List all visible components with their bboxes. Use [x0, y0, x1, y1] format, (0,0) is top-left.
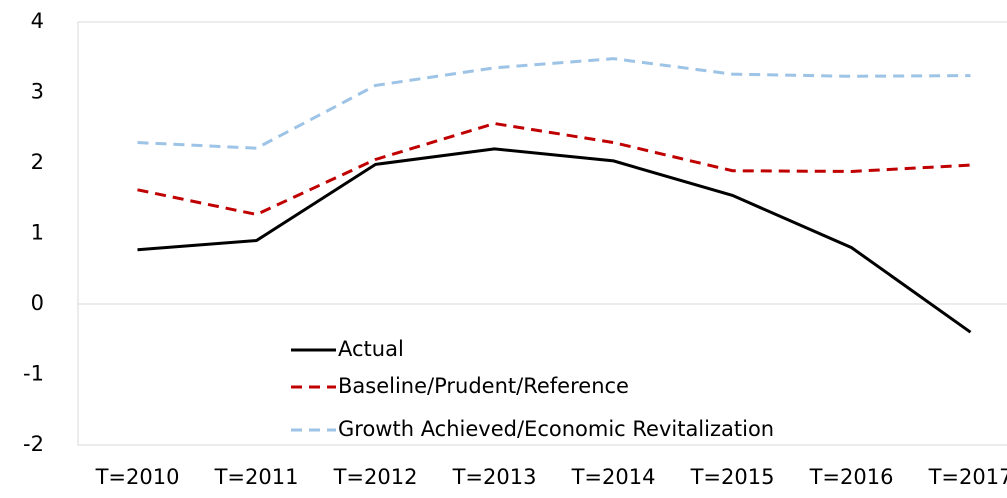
x-tick-label: T=2012 — [333, 465, 418, 489]
x-tick-label: T=2017 — [928, 465, 1007, 489]
x-tick-label: T=2016 — [809, 465, 894, 489]
y-tick-label: 3 — [31, 80, 44, 104]
series-line — [137, 147, 972, 334]
legend-label: Baseline/Prudent/Reference — [338, 374, 629, 398]
x-tick-label: T=2010 — [95, 465, 180, 489]
legend-label: Growth Achieved/Economic Revitalization — [338, 417, 774, 441]
x-tick-label: T=2014 — [571, 465, 656, 489]
series-line — [137, 57, 971, 150]
y-tick-label: 0 — [31, 291, 44, 315]
y-tick-label: 1 — [31, 221, 44, 245]
x-tick-label: T=2011 — [214, 465, 299, 489]
x-tick-label: T=2015 — [690, 465, 775, 489]
y-tick-label: 4 — [31, 9, 44, 33]
plot-frame — [77, 21, 1007, 446]
x-tick-label: T=2013 — [452, 465, 537, 489]
legend-label: Actual — [338, 337, 404, 361]
y-tick-label: -1 — [23, 362, 44, 386]
y-tick-label: 2 — [31, 150, 44, 174]
series-line — [137, 121, 971, 217]
y-tick-label: -2 — [23, 432, 44, 456]
